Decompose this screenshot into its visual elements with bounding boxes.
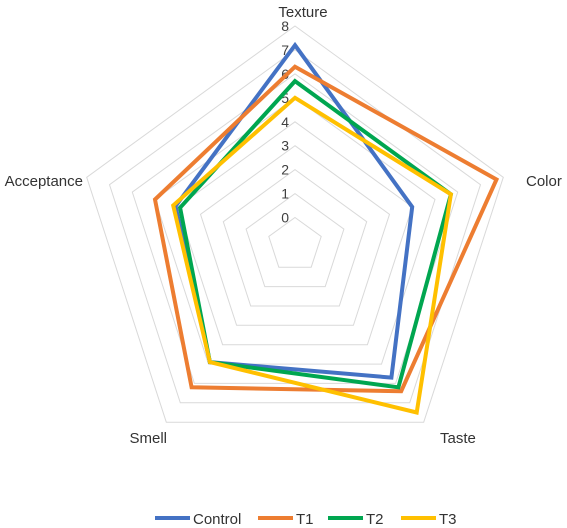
axis-label-acceptance: Acceptance	[5, 173, 83, 190]
grid-ring-3	[199, 145, 391, 326]
tick-label-7: 7	[281, 42, 289, 58]
axis-label-taste: Taste	[440, 430, 476, 447]
tick-label-3: 3	[281, 138, 289, 154]
series-lines	[152, 41, 500, 415]
grid-ring-5	[154, 97, 436, 365]
axis-label-texture: Texture	[278, 4, 327, 21]
legend-label-t3: T3	[439, 511, 457, 528]
axis-label-color: Color	[526, 173, 562, 190]
tick-label-2: 2	[281, 162, 289, 178]
series-line-control	[173, 41, 415, 380]
tick-label-1: 1	[281, 186, 289, 202]
legend-label-t2: T2	[366, 511, 384, 528]
tick-label-4: 4	[281, 114, 289, 130]
legend-item-control: Control	[155, 511, 241, 528]
grid-ring-0	[268, 216, 322, 268]
series-line-t2	[177, 78, 454, 390]
grid-ring-4	[177, 121, 413, 346]
grid-ring-7	[108, 49, 482, 404]
axis-label-smell: Smell	[129, 430, 167, 447]
legend-label-control: Control	[193, 511, 241, 528]
legend-item-t2: T2	[328, 511, 384, 528]
legend-item-t1: T1	[258, 511, 314, 528]
grid-ring-2	[222, 168, 368, 307]
series-line-t3	[170, 95, 454, 415]
tick-label-0: 0	[281, 210, 289, 226]
legend-item-t3: T3	[401, 511, 457, 528]
tick-label-5: 5	[281, 90, 289, 106]
legend-label-t1: T1	[296, 511, 314, 528]
tick-label-8: 8	[281, 18, 289, 34]
axis-labels: Texture Color Taste Smell Acceptance	[5, 4, 562, 447]
series-line-t1	[152, 64, 500, 394]
legend: Control T1 T2 T3	[155, 511, 457, 528]
grid-ring-1	[245, 192, 345, 288]
grid-ring-8	[86, 25, 504, 423]
